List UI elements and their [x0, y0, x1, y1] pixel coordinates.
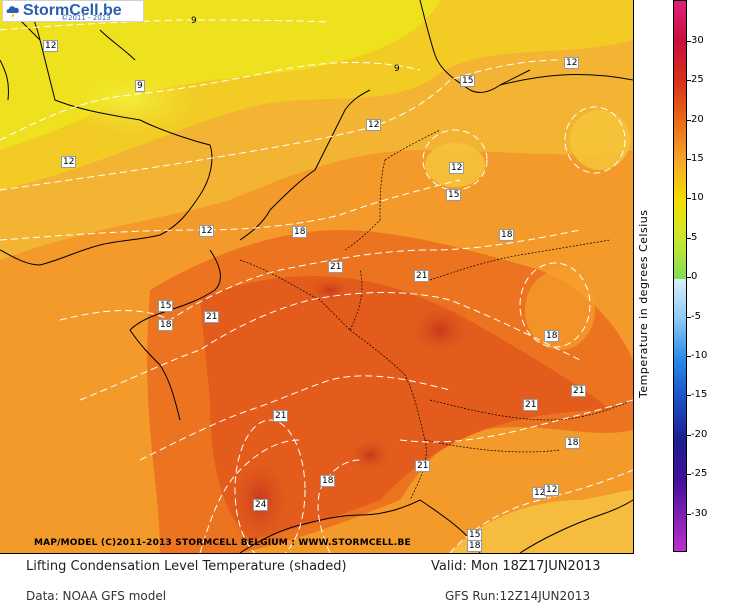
colorbar-tick	[687, 474, 691, 475]
contour-label: 24	[253, 499, 269, 511]
colorbar-tick	[687, 277, 691, 278]
coolest-zone-north	[0, 0, 440, 150]
contour-label: 12	[544, 484, 560, 496]
colorbar-tick-label: 15	[691, 153, 704, 164]
map-canvas	[0, 0, 633, 553]
contour-label: 21	[415, 460, 431, 472]
footer-run: GFS Run:12Z14JUN2013	[445, 589, 591, 603]
cool-patch-adriatic	[450, 490, 633, 553]
contour-label: 12	[61, 156, 77, 168]
contour-label: 12	[564, 57, 580, 69]
contour-label: 21	[414, 270, 430, 282]
lcl-temperature-map: 9 9 9 12 12 12 12 12 12 12 12 15 15 15 1…	[0, 0, 634, 554]
cool-patch-poland	[570, 110, 630, 170]
footer-data-source: Data: NOAA GFS model	[26, 589, 167, 603]
colorbar-tick-label: -15	[691, 389, 708, 400]
colorbar-tick	[687, 395, 691, 396]
colorbar-tick	[687, 41, 691, 42]
cool-patch-czech	[525, 270, 595, 350]
contour-label: 18	[565, 437, 581, 449]
cool-spot-england	[60, 65, 200, 135]
hot-spot-belgium	[305, 275, 355, 305]
contour-label: 12	[199, 225, 215, 237]
colorbar-tick	[687, 435, 691, 436]
colorbar-tick-label: 20	[691, 114, 704, 125]
contour-label: 21	[273, 410, 289, 422]
contour-label: 18	[320, 475, 336, 487]
colorbar-tick-label: -30	[691, 508, 708, 519]
contour-label: 21	[571, 385, 587, 397]
colorbar-tick-label: 0	[691, 271, 698, 282]
contour-label: 9	[191, 16, 197, 26]
contour-label: 18	[544, 330, 560, 342]
contour-label: 18	[499, 229, 515, 241]
coastlines	[0, 0, 633, 553]
colorbar-tick	[687, 159, 691, 160]
hotter-zone	[200, 276, 610, 540]
hot-spot-alps	[345, 435, 395, 475]
map-credit: MAP/MODEL (C)2011-2013 STORMCELL BELGIUM…	[34, 538, 411, 548]
contour-label: 21	[328, 261, 344, 273]
contour-label: 9	[394, 64, 400, 74]
colorbar-tick-label: 10	[691, 192, 704, 203]
colorbar-tick	[687, 356, 691, 357]
footer-title: Lifting Condensation Level Temperature (…	[26, 559, 347, 574]
stormcell-logo: StormCell.be ©2011 - 2013	[2, 0, 144, 22]
colorbar-tick-label: -20	[691, 429, 708, 440]
cloud-bolt-icon	[6, 6, 19, 19]
colorbar-tick-label: 25	[691, 74, 704, 85]
contour-label: 18	[292, 226, 308, 238]
logo-copyright: ©2011 - 2013	[61, 14, 111, 22]
colorbar-tick	[687, 80, 691, 81]
colorbar-tick-label: -10	[691, 350, 708, 361]
colorbar-tick	[687, 238, 691, 239]
contour-label: 12	[449, 162, 465, 174]
temperature-colorbar	[673, 0, 687, 552]
borders	[239, 129, 633, 501]
contour-label: 18	[158, 319, 174, 331]
hot-spot-central	[405, 300, 475, 360]
contour-label: 9	[135, 80, 145, 92]
colorbar-tick	[687, 514, 691, 515]
footer-valid: Valid: Mon 18Z17JUN2013	[431, 559, 601, 574]
contour-label: 15	[158, 300, 174, 312]
colorbar-title: Temperature in degrees Celsius	[637, 209, 650, 398]
colorbar-tick	[687, 198, 691, 199]
colorbar-tick-label: -25	[691, 468, 708, 479]
contour-label: 18	[467, 540, 483, 552]
colorbar-tick	[687, 120, 691, 121]
colorbar-tick-label: -5	[691, 311, 701, 322]
contour-label: 21	[204, 311, 220, 323]
contour-label: 12	[43, 40, 59, 52]
colorbar-tick-label: 30	[691, 35, 704, 46]
colorbar-tick-label: 5	[691, 232, 698, 243]
contour-label: 12	[366, 119, 382, 131]
contour-label: 15	[460, 75, 476, 87]
logo-brand: StormCell.be	[23, 2, 122, 19]
contour-label: 21	[523, 399, 539, 411]
colorbar-tick	[687, 317, 691, 318]
contour-label: 15	[446, 189, 462, 201]
contour-label: 12	[532, 487, 548, 499]
